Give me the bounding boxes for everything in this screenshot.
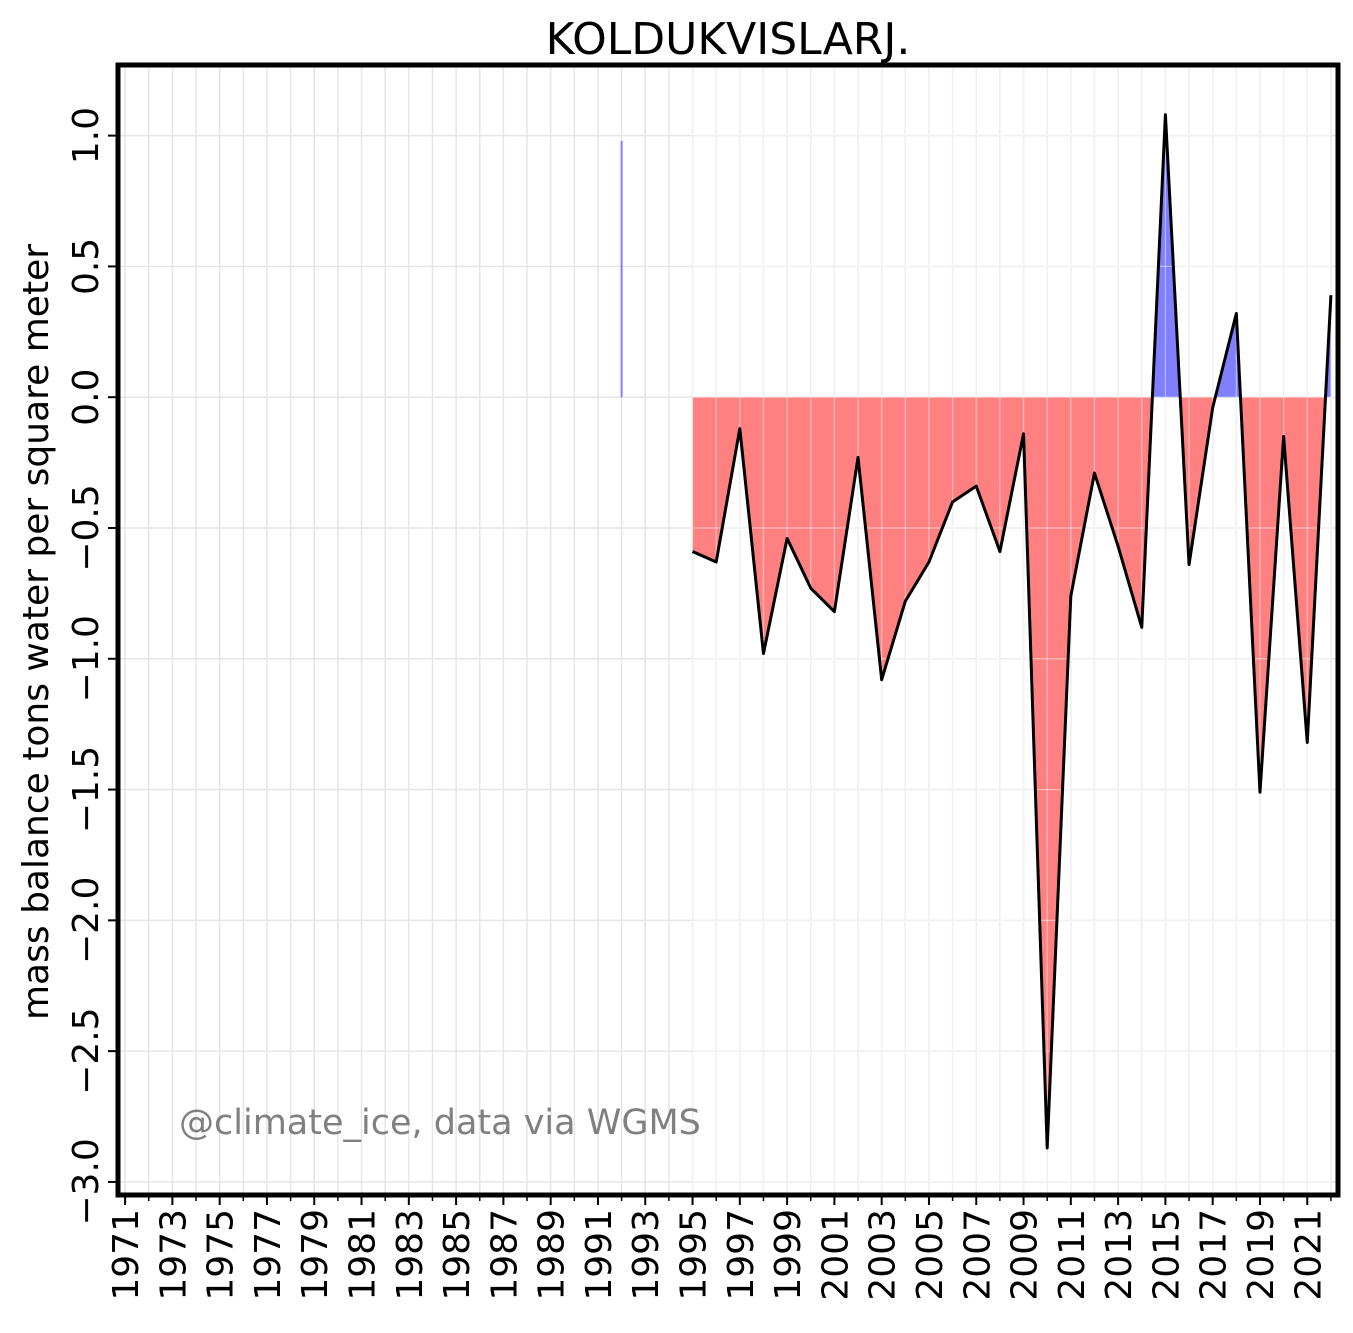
x-tick-label-1991: 1991 <box>579 1209 620 1301</box>
x-tick-label-2017: 2017 <box>1194 1209 1235 1301</box>
y-tick-label-1: −2.5 <box>66 1007 107 1094</box>
series-line <box>691 113 1333 1150</box>
x-tick-label-1987: 1987 <box>484 1209 525 1301</box>
x-tick-label-1971: 1971 <box>106 1209 147 1301</box>
x-tick-label-1981: 1981 <box>343 1209 384 1301</box>
y-tick-label-4: −1.0 <box>66 615 107 702</box>
y-tick-label-0: −3.0 <box>66 1138 107 1225</box>
positive-area <box>692 114 1331 398</box>
x-tick-label-2013: 2013 <box>1099 1209 1140 1301</box>
y-tick-label-3: −1.5 <box>66 746 107 833</box>
x-tick-label-1993: 1993 <box>626 1209 667 1301</box>
y-tick-label-5: −0.5 <box>66 484 107 571</box>
area-fills <box>692 114 1331 1148</box>
x-tick-label-1979: 1979 <box>295 1209 336 1301</box>
x-tick-label-2021: 2021 <box>1288 1209 1329 1301</box>
x-tick-label-2011: 2011 <box>1052 1209 1093 1301</box>
grid <box>118 65 1338 1195</box>
x-tick-label-2001: 2001 <box>815 1209 856 1301</box>
y-tick-label-7: 0.5 <box>66 238 107 295</box>
x-tick-label-1977: 1977 <box>248 1209 289 1301</box>
x-tick-label-2009: 2009 <box>1005 1209 1046 1301</box>
x-tick-label-2007: 2007 <box>957 1209 998 1301</box>
x-axis-ticks: 1971 1973 1975 1977 1979 1981 1983 1985 1987 1989… <box>106 1195 1332 1301</box>
grid-overlay <box>691 65 1332 1195</box>
y-axis-label: mass balance tons water per square meter <box>16 244 57 1020</box>
x-tick-label-2005: 2005 <box>910 1209 951 1301</box>
credit-text: @climate_ice, data via WGMS <box>179 1103 701 1143</box>
x-tick-label-1973: 1973 <box>153 1209 194 1301</box>
y-tick-label-6: 0.0 <box>66 369 107 426</box>
plot-frame <box>115 62 1341 1198</box>
x-tick-label-2003: 2003 <box>863 1209 904 1301</box>
x-tick-label-1995: 1995 <box>674 1209 715 1301</box>
y-axis-ticks: −3.0 −2.5 −2.0 −1.5 −1.0 −0.5 0.0 0.5 1.0 <box>66 107 118 1226</box>
x-tick-label-1975: 1975 <box>201 1209 242 1301</box>
series-line-group <box>691 113 1333 1150</box>
x-tick-label-1989: 1989 <box>532 1209 573 1301</box>
data-points <box>692 114 1331 1148</box>
chart-title: KOLDUKVISLARJ. <box>546 14 911 65</box>
x-tick-label-2015: 2015 <box>1146 1209 1187 1301</box>
y-tick-label-8: 1.0 <box>66 107 107 164</box>
x-tick-label-1999: 1999 <box>768 1209 809 1301</box>
x-tick-label-2019: 2019 <box>1241 1209 1282 1301</box>
negative-area <box>692 397 1331 1148</box>
x-tick-label-1983: 1983 <box>390 1209 431 1301</box>
x-tick-label-1985: 1985 <box>437 1209 478 1301</box>
x-tick-label-1997: 1997 <box>721 1209 762 1301</box>
y-tick-label-2: −2.0 <box>66 877 107 964</box>
